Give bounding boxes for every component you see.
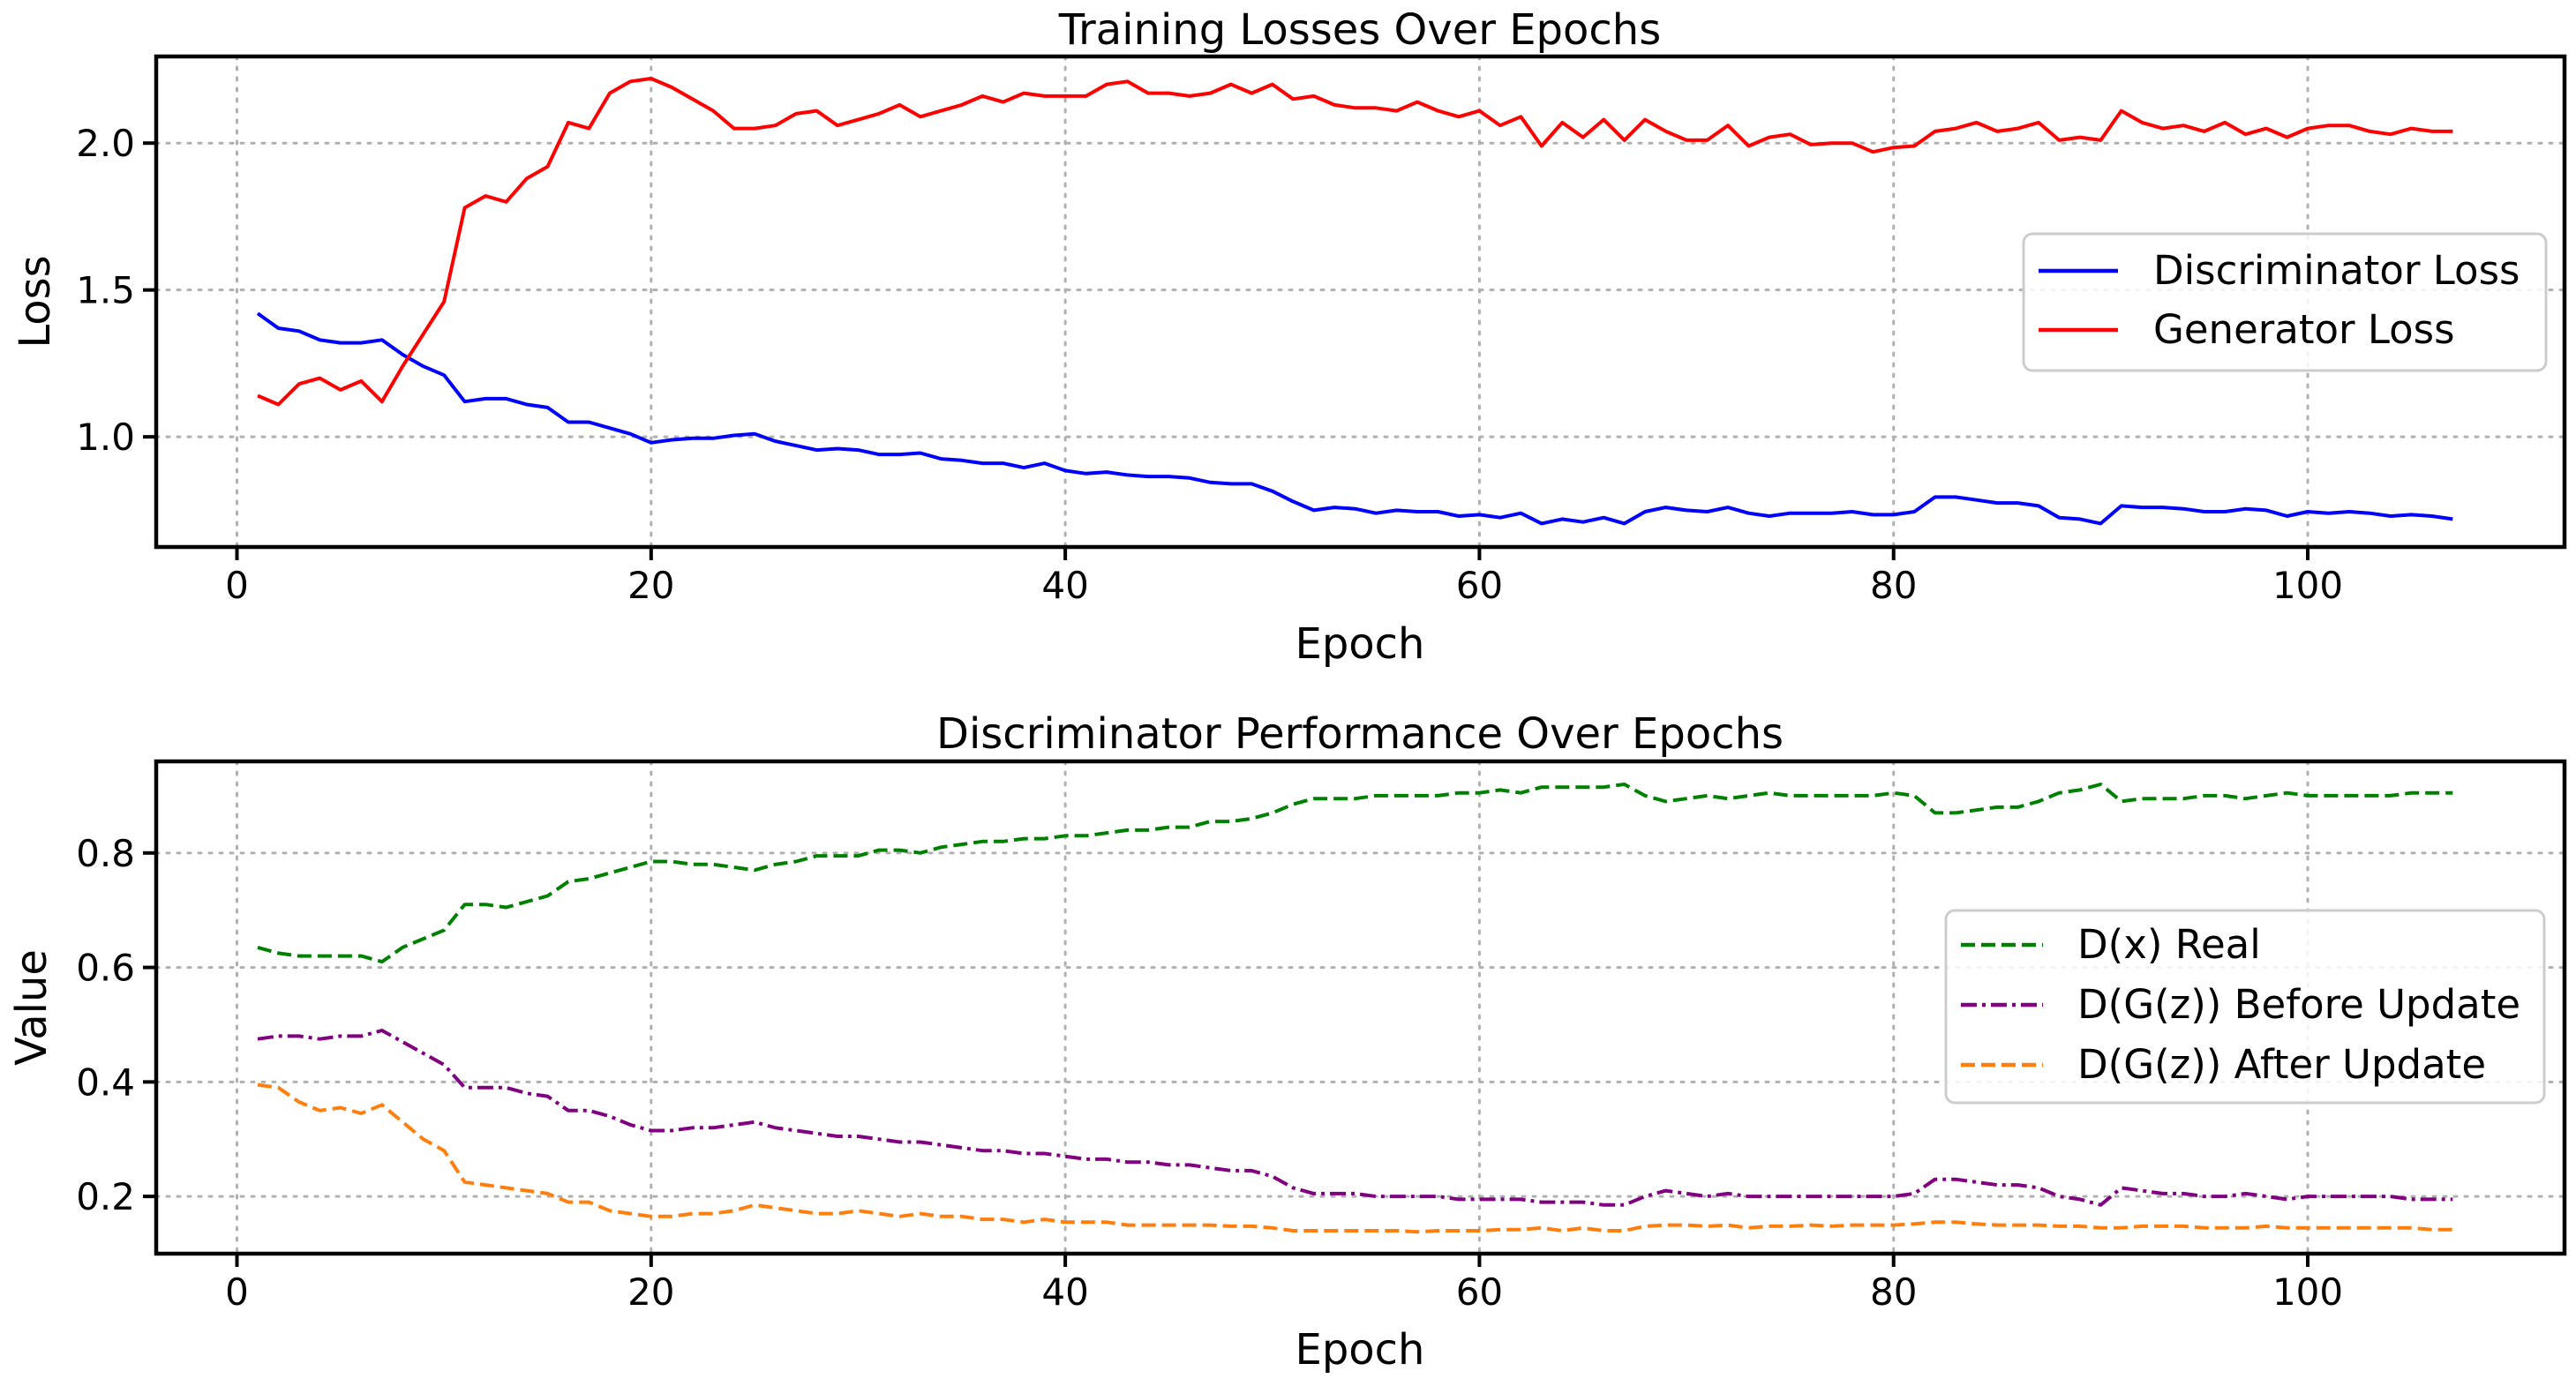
performance-legend: D(x) Real D(G(z)) Before Update D(G(z)) … [1944, 909, 2546, 1105]
series-line-d-x-real [257, 783, 2453, 964]
series-line-d-g-z-after-update [257, 1083, 2453, 1234]
y-tick-label: 0.8 [76, 832, 135, 875]
legend-label-discriminator-loss: Discriminator Loss [2153, 247, 2520, 294]
performance-x-axis-label: Epoch [1296, 1325, 1425, 1375]
loss-legend-box [2022, 232, 2548, 372]
loss-chart-title: Training Losses Over Epochs [1058, 5, 1661, 55]
loss-x-ticks: 0 20 40 60 80 100 [225, 547, 2343, 607]
y-tick-label: 0.6 [76, 947, 135, 990]
performance-y-ticks: 0.2 0.4 0.6 0.8 [76, 832, 156, 1218]
legend-label-generator-loss: Generator Loss [2153, 306, 2455, 353]
series-line-discriminator-loss [256, 311, 2453, 526]
legend-label-dgz-after-update: D(G(z)) After Update [2077, 1041, 2486, 1088]
loss-series-lines [256, 77, 2453, 526]
y-tick-label: 0.2 [76, 1175, 135, 1218]
x-tick-label: 100 [2272, 1270, 2343, 1314]
loss-x-axis-label: Epoch [1296, 619, 1425, 669]
performance-legend-box [1944, 909, 2546, 1105]
x-tick-label: 80 [1870, 1270, 1917, 1314]
loss-y-axis-label: Loss [11, 255, 60, 348]
loss-y-ticks: 1.0 1.5 2.0 [76, 122, 156, 459]
legend-label-dgz-before-update: D(G(z)) Before Update [2077, 981, 2520, 1028]
x-tick-label: 20 [627, 1270, 674, 1314]
performance-y-axis-label: Value [7, 949, 56, 1066]
loss-subplot: 0 20 40 60 80 100 1.0 1.5 2.0 Training Losses O… [11, 5, 2567, 669]
series-line-d-g-z-before-update [257, 1029, 2453, 1207]
y-tick-label: 0.4 [76, 1060, 135, 1104]
x-tick-label: 60 [1456, 1270, 1503, 1314]
y-tick-label: 2.0 [76, 122, 135, 165]
y-tick-label: 1.0 [76, 416, 135, 459]
x-tick-label: 0 [225, 1270, 249, 1314]
legend-label-dx-real: D(x) Real [2077, 921, 2261, 968]
performance-axes-frame [154, 759, 2567, 1256]
x-tick-label: 40 [1041, 1270, 1088, 1314]
x-tick-label: 0 [225, 564, 249, 607]
loss-axes-frame [154, 54, 2567, 550]
x-tick-label: 100 [2272, 564, 2343, 607]
performance-chart-title: Discriminator Performance Over Epochs [936, 709, 1784, 759]
y-tick-label: 1.5 [76, 269, 135, 312]
series-line-generator-loss [257, 77, 2453, 407]
x-tick-label: 20 [627, 564, 674, 607]
x-tick-label: 40 [1041, 564, 1088, 607]
performance-subplot: 0 20 40 60 80 100 0.2 0.4 0.6 0.8 Discriminator … [7, 709, 2567, 1375]
loss-legend: Discriminator Loss Generator Loss [2022, 232, 2548, 372]
x-tick-label: 60 [1456, 564, 1503, 607]
performance-x-ticks: 0 20 40 60 80 100 [225, 1254, 2343, 1314]
performance-series-lines [257, 783, 2453, 1234]
x-tick-label: 80 [1870, 564, 1917, 607]
